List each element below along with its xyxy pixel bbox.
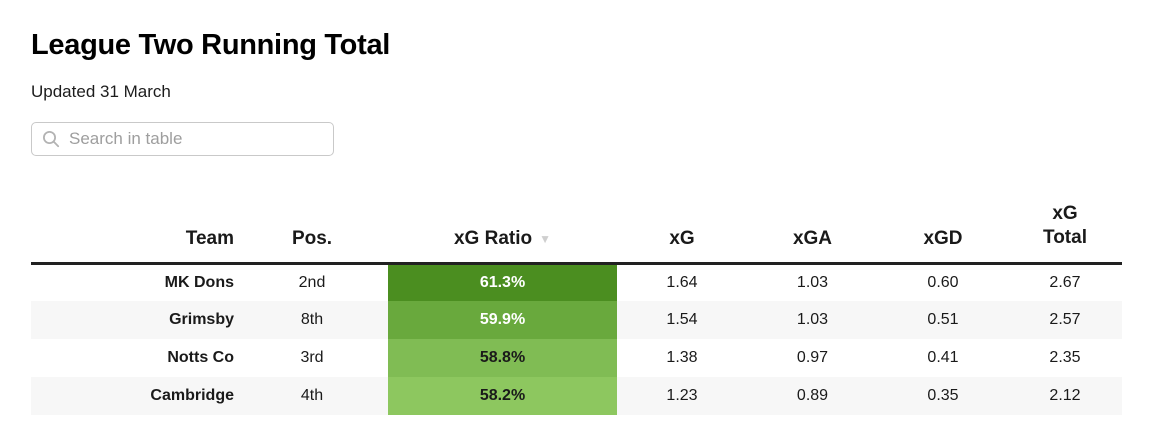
xga-cell: 1.03 (796, 311, 829, 328)
column-header-team[interactable]: Team (31, 193, 236, 265)
pos-cell: 8th (300, 311, 324, 328)
column-header-pos[interactable]: Pos. (236, 193, 388, 265)
xg-total-cell: 2.57 (1049, 311, 1081, 328)
xg-ratio-cell: 58.2% (388, 377, 617, 415)
xg-total-cell: 2.12 (1049, 387, 1081, 404)
pos-cell: 2nd (298, 273, 326, 291)
xg-cell: 1.23 (666, 387, 698, 404)
team-cell: Cambridge (150, 387, 234, 404)
xga-cell: 0.97 (796, 349, 829, 366)
updated-date: Updated 31 March (31, 82, 171, 101)
xg-total-cell: 2.67 (1049, 273, 1081, 291)
team-cell: Notts Co (167, 349, 234, 366)
table-row: Grimsby 8th 59.9% 1.54 1.03 0.51 2.57 (31, 301, 1122, 339)
column-header-xg[interactable]: xG (617, 193, 747, 265)
table-row: MK Dons 2nd 61.3% 1.64 1.03 0.60 2.67 (31, 263, 1122, 301)
search-input[interactable] (69, 129, 323, 149)
xg-ratio-cell: 58.8% (388, 339, 617, 377)
column-header-xg-ratio[interactable]: xG Ratio ▼ (388, 193, 617, 265)
team-cell: MK Dons (164, 273, 234, 291)
xgd-cell: 0.60 (927, 273, 959, 291)
xgd-cell: 0.35 (927, 387, 959, 404)
search-box[interactable] (31, 122, 334, 156)
column-header-xga[interactable]: xGA (747, 193, 878, 265)
xgd-cell: 0.41 (927, 349, 959, 366)
xg-ratio-cell: 59.9% (388, 301, 617, 339)
page-title: League Two Running Total (31, 29, 391, 61)
pos-cell: 4th (300, 387, 324, 404)
column-header-xg-total-label: xG Total (1043, 202, 1087, 248)
xg-cell: 1.38 (666, 349, 698, 366)
stats-table: Team Pos. xG Ratio ▼ xG xGA xGD xG Total … (31, 193, 1122, 415)
xg-ratio-cell: 61.3% (388, 263, 617, 301)
team-cell: Grimsby (169, 311, 234, 328)
column-header-xg-ratio-label: xG Ratio (453, 227, 533, 249)
column-header-xg-total[interactable]: xG Total (1008, 193, 1122, 265)
column-header-xgd[interactable]: xGD (878, 193, 1008, 265)
sort-desc-icon: ▼ (539, 231, 551, 246)
header-row: Team Pos. xG Ratio ▼ xG xGA xGD xG Total (31, 193, 1122, 265)
xg-cell: 1.54 (666, 311, 698, 328)
xga-cell: 0.89 (796, 387, 829, 404)
xgd-cell: 0.51 (927, 311, 959, 328)
xga-cell: 1.03 (796, 273, 829, 291)
pos-cell: 3rd (300, 349, 324, 366)
xg-total-cell: 2.35 (1049, 349, 1081, 366)
table-row: Cambridge 4th 58.2% 1.23 0.89 0.35 2.12 (31, 377, 1122, 415)
xg-cell: 1.64 (666, 273, 698, 291)
search-icon (43, 131, 60, 148)
table-row: Notts Co 3rd 58.8% 1.38 0.97 0.41 2.35 (31, 339, 1122, 377)
